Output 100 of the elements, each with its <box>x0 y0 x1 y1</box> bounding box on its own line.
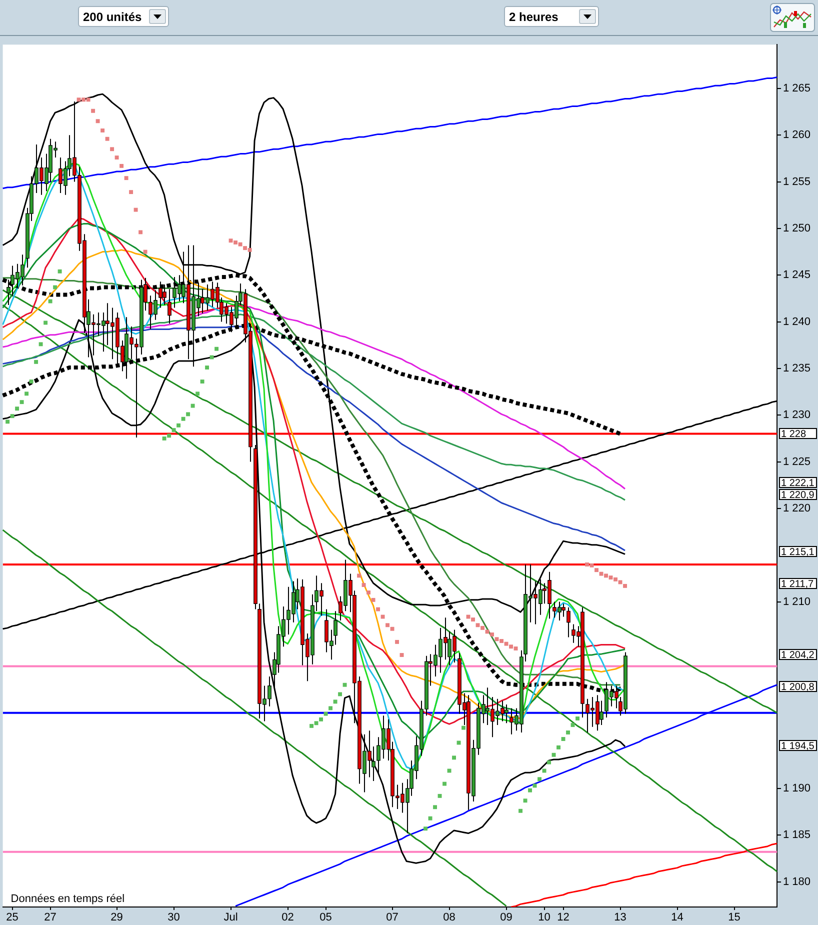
point <box>238 242 242 246</box>
point <box>452 756 456 760</box>
point <box>186 412 190 416</box>
point <box>324 712 328 716</box>
point <box>471 618 475 622</box>
x-tick-label: 10 <box>538 912 550 924</box>
x-tick-label: 27 <box>44 912 56 924</box>
point <box>342 682 347 687</box>
y-tick-label: 1 220 <box>783 502 811 514</box>
point <box>205 366 210 370</box>
point <box>129 190 134 194</box>
text: 1 194,5 <box>781 740 815 752</box>
point <box>538 777 542 782</box>
point <box>76 98 81 102</box>
point <box>196 392 200 396</box>
point <box>105 136 110 141</box>
dropdown: 2 heures <box>504 6 599 27</box>
point <box>110 147 114 152</box>
y-tick-label: 1 260 <box>783 129 811 142</box>
point <box>366 590 371 594</box>
x-tick-label: 09 <box>500 912 512 924</box>
point <box>234 240 238 244</box>
x-tick-label: Jul <box>224 912 238 924</box>
point <box>114 156 119 160</box>
x-tick-label: 02 <box>282 912 294 924</box>
point <box>509 644 513 649</box>
x-tick-label: 13 <box>614 912 626 924</box>
point <box>371 598 376 602</box>
y-tick-label: 1 250 <box>783 222 811 234</box>
point <box>310 724 314 728</box>
point <box>176 423 181 428</box>
x-tick-label: 07 <box>386 912 398 924</box>
point <box>556 745 560 750</box>
point <box>314 721 318 726</box>
x-tick-label: 05 <box>320 912 332 924</box>
point <box>576 716 580 720</box>
point <box>29 380 34 384</box>
dropdown: 200 unités <box>78 6 169 27</box>
point <box>181 416 186 421</box>
point <box>319 717 324 722</box>
y-tick-label: 1 245 <box>783 269 811 282</box>
point <box>500 639 504 643</box>
point <box>243 246 248 250</box>
point <box>395 640 400 644</box>
x-tick-label: 30 <box>168 912 180 924</box>
y-tick-label: 1 225 <box>783 456 811 468</box>
point <box>604 574 608 578</box>
x-tick-label: 08 <box>443 912 456 924</box>
y-tick-label: 1 230 <box>783 409 811 422</box>
y-tick-label: 1 210 <box>783 596 811 608</box>
text: 1 200,8 <box>781 682 815 693</box>
point <box>433 805 437 810</box>
point <box>96 119 100 124</box>
point <box>594 568 598 572</box>
x-tick-label: 12 <box>557 912 570 924</box>
point <box>6 420 10 424</box>
text: 1 215,1 <box>781 546 815 558</box>
point <box>228 238 233 243</box>
point <box>86 98 90 102</box>
text: 1 204,2 <box>781 650 815 661</box>
point <box>338 692 342 696</box>
text: 1 220,9 <box>781 490 815 501</box>
candlestick <box>562 603 566 618</box>
point <box>34 360 38 364</box>
point <box>143 250 148 254</box>
x-tick-label: 25 <box>6 912 18 924</box>
y-tick-label: 1 265 <box>783 82 811 94</box>
point <box>386 623 390 628</box>
y-tick-label: 1 190 <box>783 782 811 794</box>
point <box>100 128 105 132</box>
point <box>172 428 176 432</box>
point <box>623 584 627 588</box>
point <box>138 230 143 234</box>
point <box>614 577 618 582</box>
point <box>400 653 404 657</box>
x-tick-label: 14 <box>671 912 684 924</box>
text: 1 211,7 <box>781 578 814 590</box>
y-tick-label: 1 240 <box>783 316 811 328</box>
point <box>357 574 362 578</box>
point <box>490 632 494 636</box>
point <box>190 404 195 408</box>
point <box>328 706 333 710</box>
point <box>58 269 62 274</box>
y-tick-label: 1 185 <box>783 829 811 842</box>
point <box>585 562 589 566</box>
point <box>20 400 24 404</box>
candlestick <box>162 284 166 306</box>
point <box>333 700 338 704</box>
y-tick-label: 1 235 <box>783 362 811 374</box>
text: 1 222,1 <box>781 478 815 489</box>
point <box>424 826 428 831</box>
point <box>82 98 86 102</box>
point <box>167 434 172 438</box>
point <box>162 436 166 440</box>
point <box>462 726 466 730</box>
point <box>38 342 43 346</box>
point <box>438 794 442 798</box>
y-tick-label: 1 255 <box>783 176 811 188</box>
point <box>120 164 124 168</box>
point <box>91 108 96 113</box>
